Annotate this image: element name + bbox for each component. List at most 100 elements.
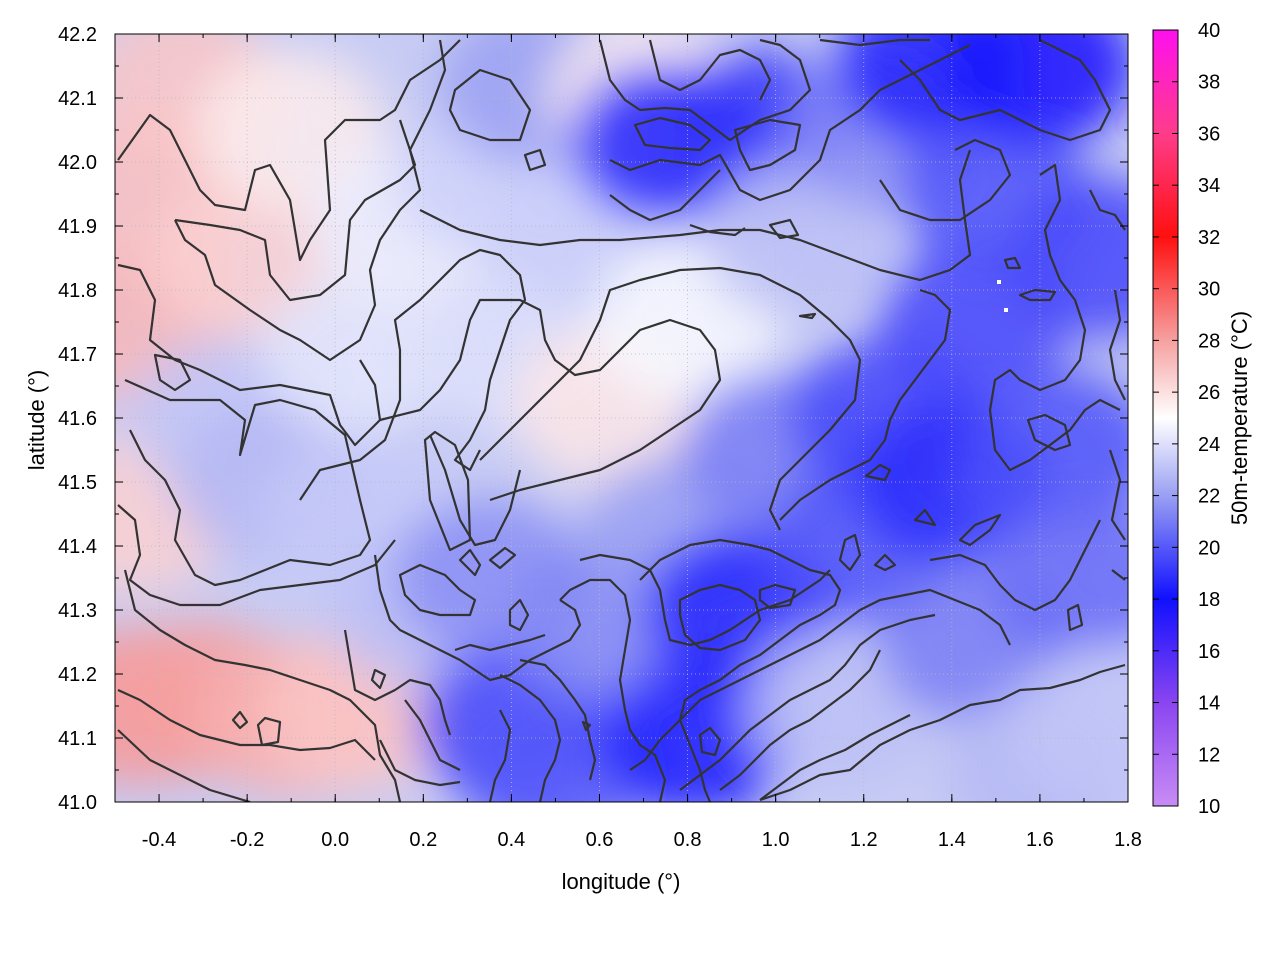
field-sample	[460, 690, 651, 802]
y-tick-label: 42.0	[58, 152, 97, 174]
x-tick-label: 1.8	[1114, 829, 1142, 851]
x-tick-label: -0.2	[230, 829, 264, 851]
contour-line	[1111, 569, 1126, 581]
colorbar-strip	[1152, 29, 1179, 807]
contour-line	[609, 44, 971, 202]
contour-line	[1089, 189, 1126, 231]
contour-line	[379, 739, 461, 787]
contour-line	[499, 674, 562, 802]
contour-line	[1003, 256, 1022, 270]
contour-line	[231, 710, 249, 730]
x-tick-label: 1.4	[938, 829, 966, 851]
contour-line	[448, 68, 532, 142]
contour-line	[864, 463, 892, 482]
colorbar-tick-label: 10	[1198, 796, 1220, 818]
field-sample	[988, 498, 1128, 658]
contour-line	[488, 709, 512, 802]
contour-line	[508, 598, 530, 632]
contour-line	[988, 163, 1121, 472]
x-tick-label: 1.2	[850, 829, 878, 851]
temperature-contours	[117, 38, 1126, 802]
contour-line	[419, 149, 972, 282]
y-tick-label: 41.0	[58, 792, 97, 814]
x-tick-label: 0.4	[497, 829, 525, 851]
contour-line	[598, 38, 812, 142]
contour-line	[153, 353, 192, 392]
contour-line	[758, 583, 797, 610]
contour-line	[117, 263, 382, 447]
colorbar-tick-label: 32	[1198, 227, 1220, 249]
contour-line	[174, 119, 417, 302]
contour-line	[256, 716, 282, 747]
contour-line	[629, 588, 1011, 771]
contour-line	[719, 649, 881, 791]
y-tick-label: 42.1	[58, 88, 97, 110]
field-sample	[601, 658, 792, 802]
contour-line	[679, 613, 936, 791]
colorbar-tick-label: 26	[1198, 382, 1220, 404]
y-axis-label: latitude (°)	[24, 370, 49, 471]
x-axis-label: longitude (°)	[562, 869, 681, 894]
contour-line	[899, 39, 1112, 142]
station-marker	[997, 280, 1001, 284]
colorbar-tick-label: 40	[1198, 20, 1220, 42]
colorbar-tick-label: 36	[1198, 123, 1220, 145]
contour-line	[1018, 288, 1057, 302]
colorbar-tick-label: 38	[1198, 72, 1220, 94]
contour-line	[581, 720, 592, 732]
contour-line	[423, 430, 472, 552]
contour-line	[559, 578, 667, 802]
contour-line	[639, 538, 842, 802]
colorbar-tick-label: 20	[1198, 537, 1220, 559]
contour-line	[759, 663, 1126, 802]
contour-line	[678, 583, 762, 652]
colorbar-tick-label: 12	[1198, 744, 1220, 766]
contour-line	[428, 434, 522, 547]
contour-line	[299, 248, 527, 501]
y-tick-label: 41.1	[58, 728, 97, 750]
contour-line	[117, 688, 376, 761]
contour-line	[759, 714, 911, 801]
plot-area	[114, 33, 1129, 803]
field-sample	[262, 274, 453, 434]
contour-line	[648, 39, 772, 101]
station-marker	[1004, 308, 1008, 312]
y-tick-label: 41.8	[58, 280, 97, 302]
x-axis-ticks: -0.4 -0.2 0.0 0.2 0.4 0.6 0.8 1.0 1.2 1.4 1.6 1.8	[114, 34, 1142, 851]
field-sample	[966, 370, 1128, 530]
x-tick-label: 1.6	[1026, 829, 1054, 851]
contour-line	[479, 266, 862, 531]
contour-line	[370, 668, 387, 690]
colorbar-label: 50m-temperature (°C)	[1227, 311, 1252, 525]
contour-line	[1026, 413, 1072, 452]
contour-line	[454, 633, 546, 652]
colorbar-tick-label: 24	[1198, 434, 1220, 456]
contour-line	[373, 554, 582, 682]
y-axis-ticks: 41.0 41.1 41.2 41.3 41.4 41.5 41.6 41.7 41.8 41.9…	[58, 24, 1128, 814]
contour-line	[1108, 289, 1126, 401]
y-tick-label: 41.9	[58, 216, 97, 238]
colorbar-tick-label: 34	[1198, 175, 1220, 197]
contour-line	[117, 729, 251, 802]
y-tick-label: 41.7	[58, 344, 97, 366]
contour-line	[124, 378, 372, 587]
y-tick-label: 41.5	[58, 472, 97, 494]
y-tick-label: 41.3	[58, 600, 97, 622]
colorbar-tick-label: 30	[1198, 279, 1220, 301]
contour-line	[698, 726, 722, 757]
contour-line	[174, 39, 447, 362]
y-tick-label: 42.2	[58, 24, 97, 46]
colorbar-tick-label: 18	[1198, 589, 1220, 611]
contour-line	[488, 546, 517, 570]
contour-line	[733, 118, 802, 172]
x-tick-label: 1.0	[762, 829, 790, 851]
contour-line	[798, 312, 817, 320]
contour-line	[404, 699, 461, 771]
colorbar-tick-label: 16	[1198, 641, 1220, 663]
contour-line	[768, 218, 800, 240]
x-tick-label: 0.6	[586, 829, 614, 851]
colorbar: 10 12 14 16 18 20 22 24 26 28 30 32 34 36 38 40 50m-tem…	[1152, 20, 1252, 818]
colorbar-tick-label: 14	[1198, 693, 1220, 715]
y-tick-label: 41.4	[58, 536, 97, 558]
